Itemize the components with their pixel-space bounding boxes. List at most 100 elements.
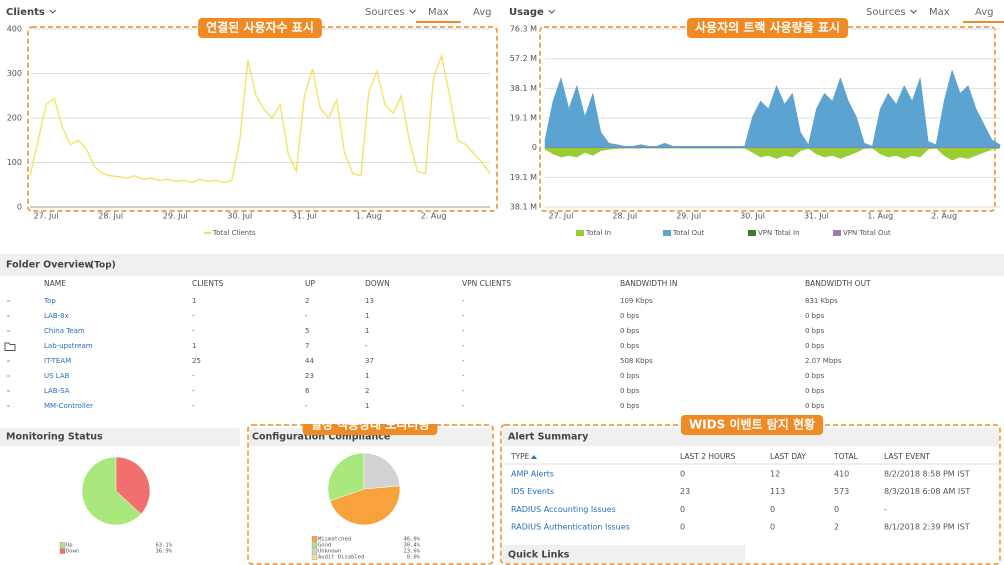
series-area — [544, 69, 1001, 148]
legend-label: VPN Total In — [758, 229, 800, 237]
folder-link[interactable]: US LAB — [44, 372, 70, 380]
x-tick-label: 30. Jul — [740, 212, 765, 221]
annotation-badge — [198, 18, 322, 38]
x-tick-label: 27. Jul — [34, 212, 59, 221]
legend-swatch — [576, 230, 584, 236]
table-cell: - — [192, 402, 195, 410]
alert-link[interactable]: RADIUS Authentication Issues — [511, 523, 630, 532]
table-cell: 2.07 Mbps — [805, 357, 842, 365]
column-header: LAST DAY — [770, 452, 806, 461]
dropdown-chevron — [910, 9, 917, 14]
y-tick-label: 19.1 M — [510, 114, 537, 123]
legend-value: 23.6% — [403, 549, 420, 555]
alert-link[interactable]: IDS Events — [511, 487, 554, 496]
chart-control[interactable]: Sources — [365, 7, 405, 18]
legend-label: Total Out — [672, 229, 705, 237]
chart-control[interactable]: Avg — [473, 7, 492, 18]
y-tick-label: 300 — [7, 69, 22, 78]
table-cell: 1 — [365, 402, 369, 410]
highlight-box — [500, 424, 1001, 565]
table-cell: 0 bps — [620, 372, 640, 380]
table-cell: 508 Kbps — [620, 357, 653, 365]
table-cell: - — [462, 357, 465, 365]
column-header: VPN CLIENTS — [462, 279, 511, 288]
table-cell: 8/2/2018 8:58 PM IST — [884, 470, 970, 479]
legend-label: Good — [318, 543, 331, 549]
table-cell: 0 bps — [620, 342, 640, 350]
chart-control[interactable]: Sources — [866, 7, 906, 18]
chart-control[interactable]: Max — [428, 7, 449, 18]
table-cell: - — [192, 312, 195, 320]
table-cell: 44 — [305, 357, 314, 365]
chart-control[interactable]: Max — [929, 7, 950, 18]
table-cell: 113 — [770, 487, 785, 496]
folder-link[interactable]: LAB-SA — [44, 387, 70, 395]
table-cell: 8/1/2018 2:39 PM IST — [884, 523, 970, 532]
x-tick-label: 29. Jul — [163, 212, 188, 221]
pie-slice — [81, 456, 142, 526]
table-cell: 0 bps — [620, 312, 640, 320]
legend-label: Up — [66, 543, 73, 549]
column-header: BANDWIDTH OUT — [805, 279, 871, 288]
legend-swatch — [311, 554, 318, 560]
column-header: LAST 2 HOURS — [680, 452, 736, 461]
table-cell: 25 — [192, 357, 201, 365]
table-cell: 7 — [305, 342, 309, 350]
x-tick-label: 31. Jul — [292, 212, 317, 221]
table-cell: 0 — [680, 505, 685, 514]
x-tick-label: 30. Jul — [227, 212, 252, 221]
folder-link[interactable]: LAB-8x — [44, 312, 69, 320]
legend-swatch — [311, 548, 318, 554]
legend-value: 46.0% — [403, 537, 420, 543]
dropdown-chevron — [49, 9, 57, 14]
y-tick-label: 200 — [7, 114, 22, 123]
column-header: DOWN — [365, 279, 390, 288]
column-header[interactable]: TYPE — [510, 452, 530, 461]
folder-link[interactable]: IT-TEAM — [44, 357, 71, 365]
table-cell: 573 — [834, 487, 849, 496]
folder-link[interactable]: Top — [43, 297, 56, 305]
series-line — [29, 53, 491, 184]
column-header: BANDWIDTH IN — [620, 279, 678, 288]
quick-links-bar — [503, 545, 745, 563]
table-cell: 0 bps — [620, 387, 640, 395]
column-header: LAST EVENT — [884, 452, 930, 461]
legend-label: VPN Total Out — [843, 229, 891, 237]
y-tick-label: 0 — [17, 203, 22, 212]
folder-link[interactable]: China Team — [44, 327, 85, 335]
legend-label: Down — [66, 549, 79, 555]
column-header: UP — [305, 279, 315, 288]
table-cell: - — [462, 372, 465, 380]
table-cell: 0 bps — [805, 327, 825, 335]
table-cell: 23 — [305, 372, 314, 380]
pie-slice — [329, 485, 401, 526]
x-tick-label: 29. Jul — [676, 212, 701, 221]
x-tick-label: 2. Aug — [931, 212, 957, 221]
column-header: NAME — [44, 279, 66, 288]
table-cell: 6 — [305, 387, 310, 395]
table-cell: 1 — [365, 327, 369, 335]
y-tick-label: 38.1 M — [510, 203, 537, 212]
dropdown-chevron — [548, 9, 556, 14]
table-cell: - — [462, 297, 465, 305]
chart-control[interactable]: Avg — [975, 7, 994, 18]
y-tick-label: 38.1 M — [510, 84, 537, 93]
folder-link[interactable]: MM-Controller — [44, 402, 93, 410]
table-cell: 0 bps — [805, 312, 825, 320]
panel-title: Monitoring Status — [6, 432, 103, 443]
legend-label: Mismatched — [318, 537, 351, 543]
table-cell: 0 — [680, 523, 685, 532]
table-fade — [0, 410, 1004, 424]
alert-link[interactable]: AMP Alerts — [511, 470, 554, 479]
section-scope: (Top) — [90, 261, 116, 271]
x-tick-label: 1. Aug — [867, 212, 893, 221]
monitoring-header-bar — [0, 428, 240, 446]
x-tick-label: 27. Jul — [549, 212, 574, 221]
table-cell: - — [884, 505, 887, 514]
pie-slice — [115, 456, 151, 515]
table-cell: 0 bps — [620, 402, 640, 410]
x-tick-label: 31. Jul — [804, 212, 829, 221]
folder-link[interactable]: Lab-upstream — [44, 342, 93, 350]
folder-header-bar — [0, 254, 1004, 276]
alert-link[interactable]: RADIUS Accounting Issues — [511, 505, 616, 514]
